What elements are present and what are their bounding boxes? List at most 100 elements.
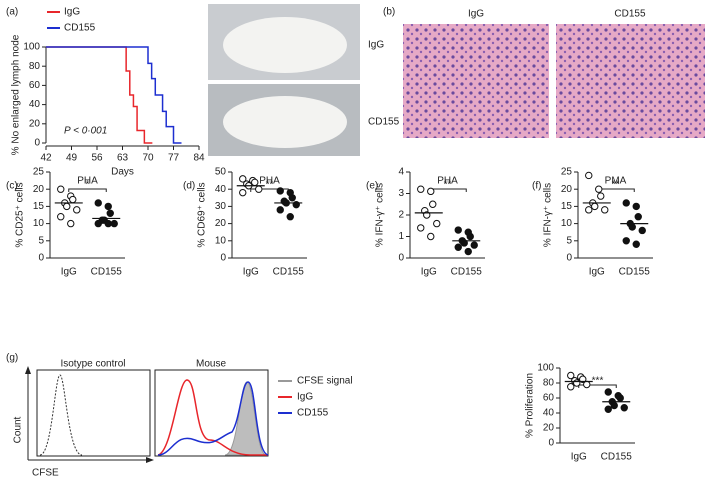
data-point bbox=[632, 240, 640, 248]
data-point bbox=[634, 213, 642, 221]
x-tick-label: CD155 bbox=[451, 267, 483, 278]
x-tick-label: CD155 bbox=[273, 267, 305, 278]
data-point bbox=[276, 187, 284, 195]
data-point bbox=[429, 200, 437, 208]
x-tick-label: IgG bbox=[61, 267, 77, 278]
y-tick-label: 20 bbox=[561, 184, 573, 195]
data-point bbox=[67, 219, 75, 228]
panel-label: (c) bbox=[6, 181, 18, 192]
y-tick-label: 80 bbox=[543, 378, 555, 389]
chart-title: PHA bbox=[77, 176, 98, 187]
y-tick-label: 5 bbox=[566, 235, 572, 246]
x-tick-label: CD155 bbox=[619, 267, 651, 278]
data-point bbox=[94, 219, 102, 228]
x-axis-label: Days bbox=[111, 167, 134, 178]
y-tick-label: 40 bbox=[29, 99, 41, 110]
photo-label: CD155 bbox=[368, 117, 400, 128]
histogram-curve bbox=[157, 379, 268, 456]
histology-image bbox=[556, 24, 705, 138]
flow-box bbox=[36, 369, 151, 457]
flow-title: Isotype control bbox=[60, 359, 125, 370]
y-tick-label: 25 bbox=[561, 167, 573, 178]
data-point bbox=[73, 206, 81, 214]
y-tick-label: 20 bbox=[215, 218, 227, 229]
y-tick-label: 0 bbox=[34, 138, 40, 149]
data-point bbox=[63, 202, 71, 211]
significance: ** bbox=[266, 180, 274, 191]
data-point bbox=[585, 171, 593, 180]
y-tick-label: 60 bbox=[543, 393, 555, 404]
y-tick-label: 25 bbox=[33, 167, 45, 178]
data-point bbox=[106, 209, 114, 217]
data-point bbox=[585, 206, 593, 214]
y-tick-label: 0 bbox=[566, 253, 572, 264]
data-point bbox=[104, 219, 112, 228]
data-point bbox=[427, 187, 435, 196]
y-tick-label: 40 bbox=[543, 408, 555, 419]
y-tick-label: 10 bbox=[215, 235, 227, 246]
survival-line bbox=[46, 46, 182, 144]
axis-label: CFSE bbox=[32, 468, 59, 479]
legend-label: CD155 bbox=[64, 23, 96, 34]
x-tick-label: 56 bbox=[91, 153, 103, 164]
data-point bbox=[94, 199, 102, 207]
photo-label: CD155 bbox=[614, 9, 646, 20]
x-tick-label: IgG bbox=[589, 267, 605, 278]
y-tick-label: 100 bbox=[537, 363, 554, 374]
data-point bbox=[251, 178, 259, 187]
chart-title: PHA bbox=[259, 176, 280, 187]
y-axis-label: % CD69⁺ cells bbox=[197, 182, 208, 247]
y-axis-label: % CD25⁺ cells bbox=[15, 182, 26, 247]
panel-label: (d) bbox=[183, 181, 195, 192]
y-tick-label: 0 bbox=[220, 253, 226, 264]
panel-label: (b) bbox=[383, 7, 395, 18]
data-point bbox=[567, 371, 575, 380]
histogram-curve bbox=[224, 381, 267, 456]
x-tick-label: CD155 bbox=[601, 452, 633, 463]
data-point bbox=[57, 185, 65, 193]
panel-label: (g) bbox=[6, 353, 18, 364]
data-point bbox=[110, 219, 118, 228]
x-tick-label: 84 bbox=[193, 153, 205, 164]
y-tick-label: 100 bbox=[23, 42, 40, 53]
y-tick-label: 0 bbox=[548, 438, 554, 449]
data-point bbox=[628, 223, 636, 231]
y-tick-label: 10 bbox=[561, 218, 573, 229]
significance-bracket bbox=[68, 188, 107, 192]
panel-label: (f) bbox=[532, 181, 541, 192]
data-point bbox=[57, 213, 65, 221]
x-tick-label: IgG bbox=[243, 267, 259, 278]
data-point bbox=[427, 232, 435, 241]
data-point bbox=[454, 226, 462, 234]
histology-image bbox=[403, 24, 549, 138]
histogram-curve bbox=[157, 381, 269, 456]
flow-box bbox=[154, 369, 269, 457]
data-point bbox=[433, 219, 441, 228]
data-point bbox=[567, 383, 575, 391]
x-tick-label: 42 bbox=[40, 153, 52, 164]
data-point bbox=[288, 194, 296, 202]
y-tick-label: 30 bbox=[215, 201, 227, 212]
mouse-body bbox=[223, 17, 347, 73]
data-point bbox=[464, 247, 472, 256]
significance: *** bbox=[592, 376, 604, 387]
y-tick-label: 50 bbox=[215, 167, 227, 178]
data-point bbox=[466, 232, 474, 241]
y-tick-label: 5 bbox=[38, 235, 44, 246]
data-point bbox=[470, 241, 478, 249]
legend-label: IgG bbox=[64, 7, 80, 18]
data-point bbox=[255, 185, 263, 193]
data-point bbox=[610, 401, 618, 410]
chart-title: PHA bbox=[437, 176, 458, 187]
data-point bbox=[276, 206, 284, 214]
data-point bbox=[239, 175, 247, 183]
y-tick-label: 15 bbox=[561, 201, 573, 212]
annotation: P < 0·001 bbox=[64, 126, 107, 137]
data-point bbox=[454, 243, 462, 251]
y-tick-label: 60 bbox=[29, 80, 41, 91]
y-tick-label: 3 bbox=[398, 188, 404, 199]
y-tick-label: 80 bbox=[29, 61, 41, 72]
data-point bbox=[583, 380, 591, 389]
y-tick-label: 4 bbox=[398, 167, 404, 178]
